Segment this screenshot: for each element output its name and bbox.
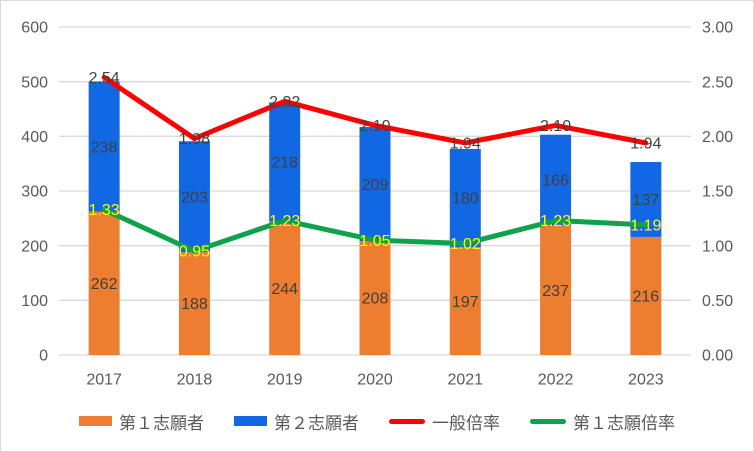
- line-label-green: 1.33: [89, 202, 120, 219]
- right-axis-tick-label: 1.50: [702, 184, 733, 201]
- legend-label-dai1-shigansha: 第１志願者: [119, 413, 204, 433]
- legend-item-dai1-shigan-bairitsu: 第１志願倍率: [530, 409, 675, 434]
- x-axis-label-2021: 2021: [447, 372, 483, 389]
- bar-segment-blue: [359, 127, 391, 242]
- bar-label-blue: 209: [362, 177, 389, 194]
- bar-segment-blue: [540, 134, 572, 226]
- right-axis-tick-label: 2.00: [702, 129, 733, 146]
- line-label-green: 1.23: [269, 213, 300, 230]
- bar-segment-blue: [269, 102, 301, 222]
- bar-segment-orange: [540, 225, 572, 355]
- line-label-green: 0.95: [179, 244, 210, 261]
- line-label-red: 1.94: [630, 135, 661, 152]
- right-axis-tick-label: 1.00: [702, 238, 733, 255]
- legend-swatch-line-red-icon: [389, 418, 425, 424]
- bar-label-blue: 218: [271, 155, 298, 172]
- line-label-red: 2.32: [269, 94, 300, 111]
- bar-label-blue: 238: [91, 139, 118, 156]
- left-axis-tick-label: 400: [21, 129, 48, 146]
- bar-label-orange: 188: [181, 296, 208, 313]
- legend-label-dai1-shigan-bairitsu: 第１志願倍率: [573, 413, 675, 433]
- line-label-red: 2.54: [89, 70, 120, 87]
- bar-label-orange: 216: [633, 289, 660, 306]
- legend-swatch-bar-blue-icon: [234, 416, 267, 426]
- left-axis-tick-label: 300: [21, 184, 48, 201]
- bar-segment-orange: [178, 252, 210, 355]
- bar-segment-orange: [449, 247, 481, 355]
- bar-segment-blue: [178, 141, 210, 253]
- bar-segment-orange: [630, 236, 662, 355]
- x-axis-label-2017: 2017: [86, 372, 122, 389]
- line-label-red: 1.98: [179, 131, 210, 148]
- line-label-green: 1.19: [630, 217, 661, 234]
- bar-label-blue: 203: [181, 189, 208, 206]
- line-label-red: 2.10: [540, 118, 571, 135]
- bar-label-orange: 197: [452, 294, 479, 311]
- bar-label-blue: 137: [633, 192, 660, 209]
- bar-segment-blue: [449, 148, 481, 248]
- line-label-green: 1.05: [359, 233, 390, 250]
- right-axis-tick-label: 3.00: [702, 20, 733, 37]
- bar-segment-orange: [88, 211, 120, 355]
- legend-item-ippan-bairitsu: 一般倍率: [389, 409, 500, 434]
- bar-segment-orange: [269, 221, 301, 355]
- x-axis-label-2022: 2022: [538, 372, 574, 389]
- line-ippan-bairitsu: [101, 74, 649, 146]
- bar-label-orange: 208: [362, 291, 389, 308]
- right-axis-tick-label: 0.00: [702, 348, 733, 365]
- right-axis-tick-label: 0.50: [702, 293, 733, 310]
- line-label-red: 1.94: [450, 135, 481, 152]
- legend-item-dai2-shigansha: 第２志願者: [234, 409, 359, 434]
- legend-label-ippan-bairitsu: 一般倍率: [432, 413, 500, 433]
- line-label-green: 1.23: [540, 213, 571, 230]
- left-axis-tick-label: 100: [21, 293, 48, 310]
- plot-area: 600 3.00 500 2.50 400 2.00 300 1.50 200 1.00 100 0.…: [21, 20, 733, 389]
- legend-swatch-line-green-icon: [530, 418, 566, 424]
- legend-swatch-bar-orange-icon: [79, 416, 112, 426]
- bar-label-orange: 244: [271, 281, 298, 298]
- bar-label-orange: 262: [91, 276, 118, 293]
- left-axis-tick-label: 0: [39, 348, 48, 365]
- bar-label-blue: 180: [452, 191, 479, 208]
- line-label-red: 2.10: [359, 118, 390, 135]
- legend: 第１志願者 第２志願者 一般倍率 第１志願倍率: [1, 408, 753, 434]
- line-dai1-shigan-bairitsu: [101, 207, 649, 254]
- x-axis-label-2019: 2019: [267, 372, 303, 389]
- bar-label-orange: 237: [542, 283, 569, 300]
- x-axis-label-2023: 2023: [628, 372, 664, 389]
- left-axis-tick-label: 600: [21, 20, 48, 37]
- legend-label-dai2-shigansha: 第２志願者: [274, 413, 359, 433]
- left-axis-tick-label: 200: [21, 238, 48, 255]
- bar-segment-blue: [88, 81, 120, 212]
- bar-segment-orange: [359, 241, 391, 355]
- line-label-green: 1.02: [450, 236, 481, 253]
- right-axis-tick-label: 2.50: [702, 74, 733, 91]
- left-axis-tick-label: 500: [21, 74, 48, 91]
- x-axis-label-2020: 2020: [357, 372, 393, 389]
- bar-label-blue: 166: [542, 173, 569, 190]
- x-axis-label-2018: 2018: [177, 372, 213, 389]
- legend-item-dai1-shigansha: 第１志願者: [79, 409, 204, 434]
